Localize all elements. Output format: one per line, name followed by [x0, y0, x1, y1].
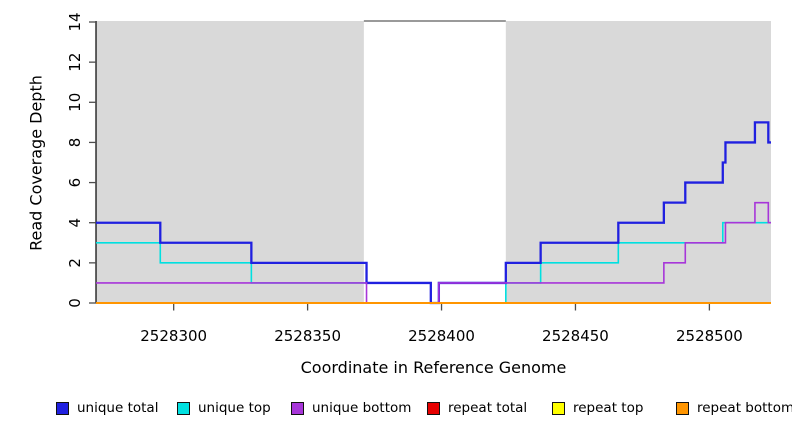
y-axis-title: Read Coverage Depth — [26, 75, 46, 251]
shaded-region — [96, 21, 364, 303]
x-axis-title: Coordinate in Reference Genome — [300, 358, 567, 377]
x-tick-label: 2528400 — [408, 327, 475, 345]
x-tick-label: 2528350 — [274, 327, 341, 345]
x-tick-label: 2528300 — [140, 327, 207, 345]
y-tick-label: 14 — [66, 12, 84, 31]
x-tick-label: 2528500 — [676, 327, 743, 345]
shaded-region — [505, 21, 771, 303]
y-tick-label: 12 — [66, 53, 84, 72]
y-tick-label: 10 — [66, 93, 84, 112]
y-tick-label: 4 — [66, 218, 84, 228]
y-tick-label: 8 — [66, 138, 84, 148]
series-line-unique-total — [96, 121, 771, 305]
series-line-unique-top — [96, 221, 771, 304]
x-tick-label: 2528450 — [542, 327, 609, 345]
y-tick-label: 6 — [66, 178, 84, 188]
y-tick-label: 2 — [66, 258, 84, 268]
y-tick-label: 0 — [66, 298, 84, 308]
